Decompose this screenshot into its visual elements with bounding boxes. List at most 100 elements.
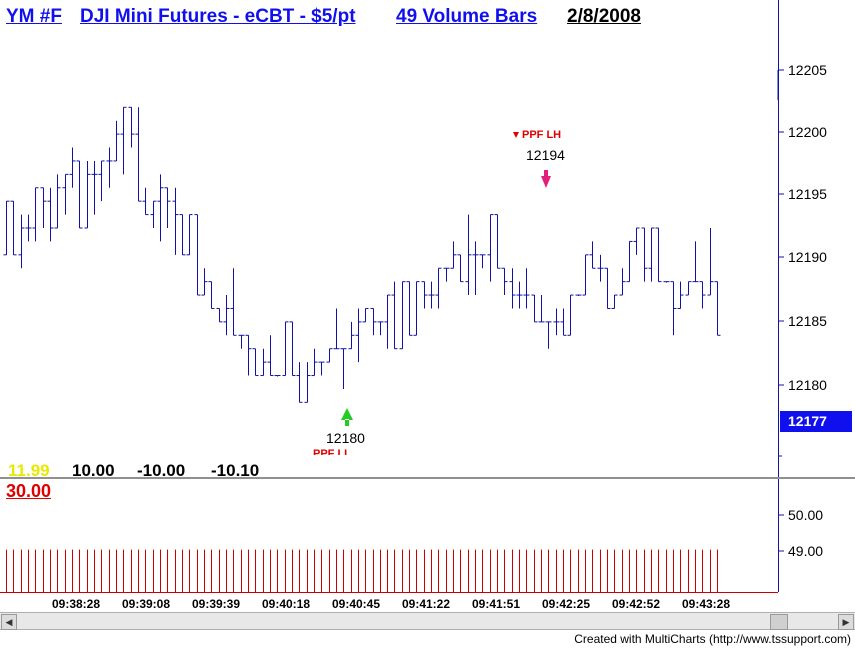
- x-tick-label: 09:39:08: [121, 597, 171, 611]
- ohlc-bar: [457, 254, 464, 283]
- ohlc-bar: [399, 281, 406, 350]
- ohlc-bar: [340, 348, 347, 389]
- x-tick-label: 09:41:22: [401, 597, 451, 611]
- ohlc-bar: [355, 308, 362, 363]
- ohlc-bar: [384, 294, 391, 349]
- ohlc-bar: [194, 214, 201, 296]
- ohlc-bar: [282, 321, 289, 377]
- ohlc-bar: [655, 227, 662, 283]
- ohlc-bar: [230, 268, 237, 336]
- ohlc-bar: [377, 321, 384, 336]
- ohlc-bar: [201, 268, 208, 296]
- ohlc-bar: [501, 267, 508, 296]
- ohlc-bar: [304, 362, 311, 403]
- ohlc-bar: [252, 348, 259, 377]
- ohlc-bar: [216, 307, 223, 323]
- annotation-arrows: [341, 132, 551, 426]
- ohlc-bar: [142, 187, 149, 216]
- x-tick-label: 09:42:52: [611, 597, 661, 611]
- ohlc-bar: [69, 147, 76, 188]
- x-tick-label: 09:40:45: [331, 597, 381, 611]
- ohlc-bar: [531, 294, 538, 323]
- ohlc-bar: [479, 254, 486, 269]
- ohlc-bar: [494, 214, 501, 269]
- ohlc-bar: [707, 228, 714, 296]
- ohlc-bar: [274, 375, 281, 377]
- ohlc-bar: [619, 268, 626, 296]
- ohlc-bar: [509, 268, 516, 309]
- indicator-values-strip: 11.99 10.00 -10.00 -10.10: [0, 460, 778, 476]
- ohlc-bar: [516, 281, 523, 309]
- ohlc-bar: [260, 348, 267, 377]
- ohlc-bar: [370, 307, 377, 336]
- ohlc-bar: [435, 267, 442, 309]
- ohlc-bar: [238, 334, 245, 349]
- ohlc-bar: [641, 227, 648, 282]
- ohlc-bar: [670, 281, 677, 336]
- x-tick-label: 09:38:28: [51, 597, 101, 611]
- indicator-value: 11.99: [8, 461, 50, 476]
- ohlc-bar: [597, 254, 604, 282]
- x-tick-label: 09:42:25: [541, 597, 591, 611]
- ohlc-bar: [157, 174, 164, 242]
- ohlc-bar: [318, 361, 325, 376]
- ohlc-bar: [465, 214, 472, 296]
- annotation-label-12194: 12194: [526, 147, 565, 163]
- ohlc-bar: [10, 200, 17, 256]
- ohlc-bar: [326, 348, 333, 363]
- annotation-tag-ppf-ll: PPF LL: [313, 448, 351, 455]
- header-symbol[interactable]: YM #F: [6, 6, 62, 27]
- y-tick-label: 12200: [788, 124, 827, 140]
- scroll-left-icon[interactable]: ◀: [1, 614, 17, 630]
- x-tick-label: 09:43:28: [681, 597, 731, 611]
- ohlc-bar: [472, 241, 479, 296]
- ohlc-bar: [98, 160, 105, 202]
- ohlc-bar: [135, 107, 142, 202]
- ohlc-bar: [391, 281, 398, 350]
- volume-panel-title: 30.00: [6, 481, 52, 501]
- panel-separator: [0, 477, 855, 479]
- ohlc-bar: [54, 174, 61, 229]
- ohlc-bar: [18, 214, 25, 269]
- ohlc-bar: [91, 160, 98, 215]
- credit-text: Created with MultiCharts (http://www.tss…: [574, 632, 851, 646]
- y-tick-label: 12205: [788, 62, 827, 78]
- ohlc-bar: [589, 241, 596, 269]
- indicator-value: -10.00: [137, 461, 186, 476]
- scroll-right-icon[interactable]: ▶: [838, 614, 854, 630]
- ohlc-bar: [699, 281, 706, 309]
- horizontal-scrollbar[interactable]: ◀ ▶: [0, 612, 855, 630]
- ohlc-bar: [413, 281, 420, 336]
- ohlc-bar: [333, 308, 340, 350]
- ohlc-bar: [545, 321, 552, 349]
- ohlc-bar: [663, 281, 670, 283]
- ohlc-bar: [626, 240, 633, 283]
- ohlc-bar: [296, 362, 303, 403]
- ohlc-bar: [186, 214, 193, 256]
- ohlc-bar: [575, 294, 582, 297]
- ohlc-bar: [223, 295, 230, 336]
- header-instrument[interactable]: DJI Mini Futures - eCBT - $5/pt: [80, 6, 356, 27]
- ohlc-bar: [714, 281, 721, 336]
- volume-y-tick-label: 50.00: [788, 507, 824, 523]
- ohlc-bar: [3, 200, 10, 256]
- ohlc-bar: [289, 321, 296, 377]
- ohlc-bar: [648, 227, 655, 282]
- indicator-value: -10.10: [211, 461, 260, 476]
- ohlc-bar: [267, 335, 274, 377]
- x-tick-label: 09:40:18: [261, 597, 311, 611]
- ohlc-bar: [692, 241, 699, 283]
- y-tick-label: 12185: [788, 313, 827, 329]
- y-tick-label: 12195: [788, 186, 827, 202]
- ohlc-bar: [40, 187, 47, 228]
- price-bars: [3, 106, 721, 403]
- small-down-arrow-icon: [513, 132, 519, 138]
- volume-bars: [6, 549, 718, 592]
- ohlc-bar: [560, 308, 567, 336]
- ohlc-bar: [406, 281, 413, 336]
- header-bar-type[interactable]: 49 Volume Bars: [396, 6, 538, 27]
- ohlc-bar: [421, 281, 428, 309]
- scrollbar-thumb[interactable]: [770, 614, 788, 630]
- ohlc-bar: [604, 267, 611, 309]
